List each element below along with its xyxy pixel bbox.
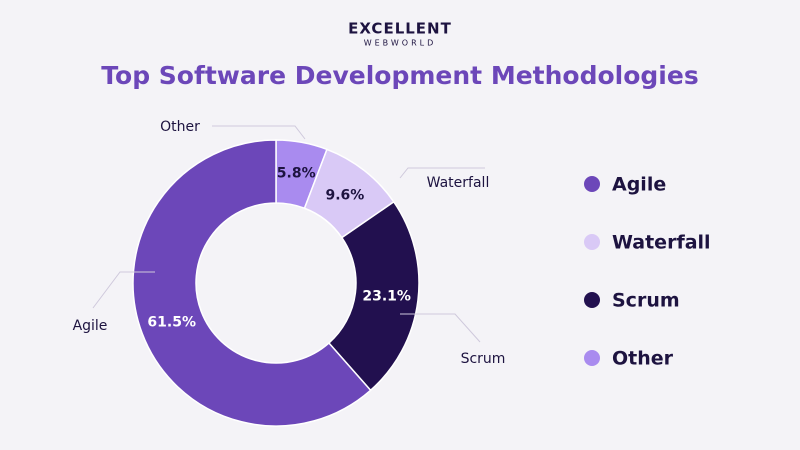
legend-label: Agile bbox=[612, 174, 666, 196]
legend-label: Waterfall bbox=[612, 232, 711, 254]
slice-value-label: 61.5% bbox=[147, 314, 196, 330]
slice-value-label: 9.6% bbox=[325, 187, 364, 203]
leader-line bbox=[92, 271, 155, 309]
slice-value-label: 5.8% bbox=[277, 165, 316, 181]
legend-marker bbox=[584, 292, 600, 308]
slice-category-label: Other bbox=[160, 119, 200, 135]
leader-line bbox=[399, 167, 485, 179]
legend-marker bbox=[584, 350, 600, 366]
leader-line bbox=[400, 313, 481, 343]
slice-category-label: Agile bbox=[73, 318, 108, 334]
slice-category-label: Waterfall bbox=[427, 175, 490, 191]
leader-line bbox=[212, 125, 306, 140]
brand-name: EXCELLENT bbox=[348, 20, 452, 38]
donut-slice bbox=[327, 200, 420, 392]
brand-subname: WEBWORLD bbox=[364, 39, 437, 48]
legend-marker bbox=[584, 234, 600, 250]
legend-marker bbox=[584, 176, 600, 192]
donut-slice bbox=[132, 139, 372, 427]
chart-title: Top Software Development Methodologies bbox=[101, 61, 698, 90]
slice-value-label: 23.1% bbox=[362, 289, 411, 305]
legend-label: Other bbox=[612, 348, 674, 370]
legend-label: Scrum bbox=[612, 290, 680, 312]
slice-category-label: Scrum bbox=[461, 351, 506, 367]
